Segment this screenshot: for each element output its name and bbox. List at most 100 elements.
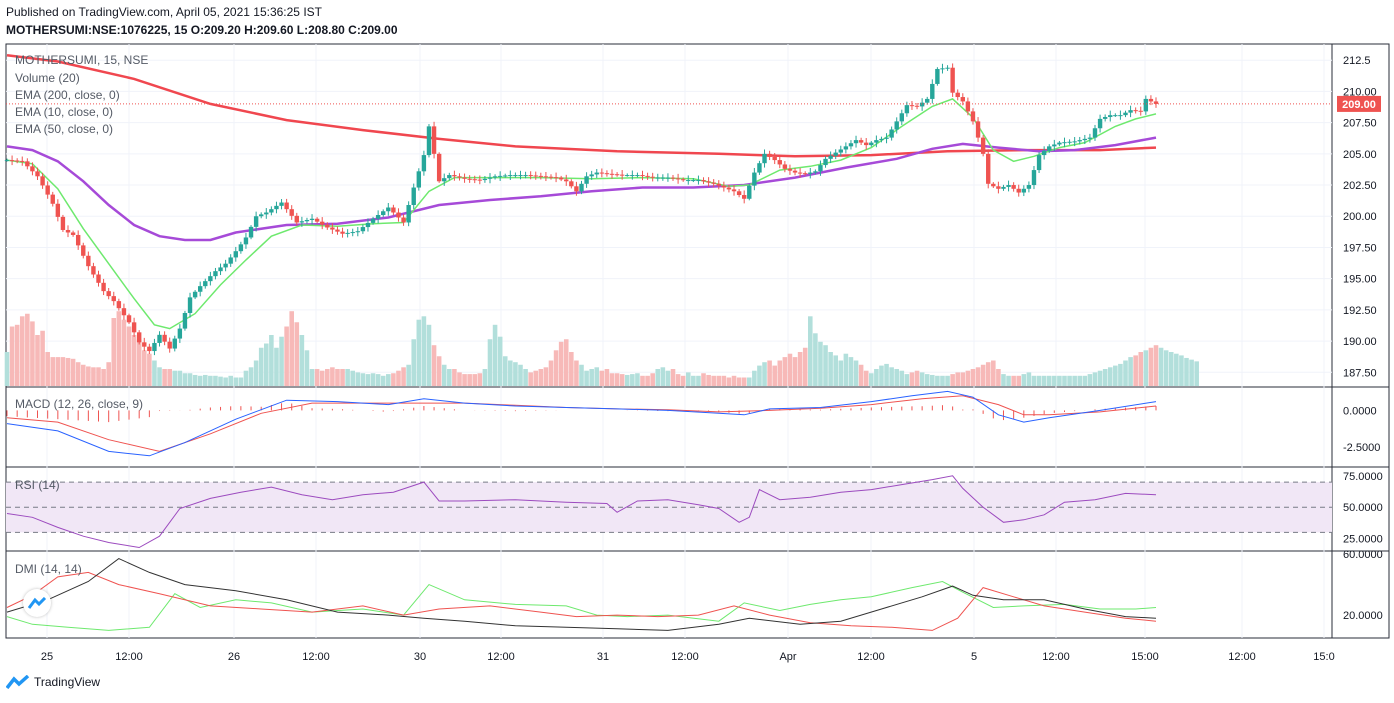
candle-body bbox=[1077, 140, 1082, 142]
volume-bar bbox=[111, 318, 117, 386]
volume-bar bbox=[1143, 350, 1149, 386]
volume-bar bbox=[777, 360, 783, 386]
dmi-tick-label: 60.0000 bbox=[1343, 549, 1383, 561]
candle-body bbox=[370, 218, 376, 223]
candle-body bbox=[81, 245, 86, 256]
volume-bar bbox=[274, 347, 279, 386]
price-tick-label: 210.00 bbox=[1343, 86, 1377, 98]
candle-body bbox=[401, 217, 406, 223]
volume-bar bbox=[1041, 375, 1047, 386]
candle-body bbox=[406, 205, 411, 223]
volume-bar bbox=[497, 336, 503, 386]
volume-bar bbox=[828, 352, 833, 386]
candle-body bbox=[874, 140, 879, 143]
candle-body bbox=[858, 140, 864, 143]
footer-brand-label: TradingView bbox=[34, 675, 101, 689]
candle-body bbox=[304, 219, 310, 222]
volume-bar bbox=[131, 335, 137, 386]
volume-bar bbox=[4, 352, 10, 386]
candle-body bbox=[594, 172, 599, 175]
volume-bar bbox=[1036, 375, 1042, 386]
candle-body bbox=[741, 195, 747, 199]
candle-body bbox=[523, 175, 528, 177]
volume-bar bbox=[731, 375, 737, 386]
candle-body bbox=[757, 163, 762, 173]
volume-bar bbox=[355, 372, 361, 386]
volume-bar bbox=[101, 369, 106, 386]
volume-bar bbox=[162, 369, 167, 386]
candle-body bbox=[223, 263, 228, 268]
candle-body bbox=[747, 185, 752, 199]
volume-bar bbox=[802, 347, 808, 386]
candle-body bbox=[574, 186, 579, 192]
candle-body bbox=[752, 172, 757, 186]
volume-bar bbox=[502, 356, 508, 386]
volume-bar bbox=[711, 375, 716, 386]
volume-bar bbox=[1067, 375, 1072, 386]
legend-ema50: EMA (50, close, 0) bbox=[15, 122, 114, 136]
candle-body bbox=[686, 180, 691, 182]
volume-bar bbox=[508, 360, 513, 386]
legend-ema200: EMA (200, close, 0) bbox=[15, 88, 120, 102]
volume-bar bbox=[792, 357, 798, 386]
candle-body bbox=[670, 177, 676, 179]
volume-bar bbox=[772, 365, 777, 386]
candle-body bbox=[589, 174, 594, 177]
candle-body bbox=[96, 274, 101, 283]
volume-bar bbox=[86, 366, 91, 386]
volume-bar bbox=[675, 374, 681, 386]
volume-bar bbox=[945, 375, 950, 386]
candle-body bbox=[853, 140, 859, 144]
candle-body bbox=[1031, 170, 1037, 186]
candle-body bbox=[991, 183, 996, 187]
footer-brand[interactable]: TradingView bbox=[6, 675, 100, 689]
candle-body bbox=[711, 182, 716, 184]
volume-bar bbox=[411, 339, 417, 386]
price-tick-label: 190.00 bbox=[1343, 336, 1377, 348]
candle-body bbox=[925, 98, 930, 103]
volume-bar bbox=[940, 375, 945, 386]
volume-bar bbox=[279, 336, 284, 386]
candle-body bbox=[777, 160, 782, 165]
volume-bar bbox=[996, 369, 1001, 386]
candle-body bbox=[391, 207, 396, 213]
candle-body bbox=[70, 232, 76, 235]
volume-bar bbox=[843, 353, 849, 386]
candle-body bbox=[1021, 188, 1027, 193]
legend-ema10: EMA (10, close, 0) bbox=[15, 105, 114, 119]
candle-body bbox=[604, 173, 610, 175]
volume-bar bbox=[1194, 361, 1199, 386]
volume-bar bbox=[233, 377, 239, 386]
volume-bar bbox=[1163, 350, 1169, 386]
candle-body bbox=[909, 105, 915, 107]
volume-bar bbox=[630, 374, 635, 386]
candle-body bbox=[1001, 186, 1006, 189]
volume-bar bbox=[604, 369, 610, 386]
tradingview-float-logo[interactable] bbox=[23, 589, 51, 617]
volume-bar bbox=[685, 372, 691, 386]
candle-body bbox=[30, 166, 35, 172]
volume-bar bbox=[30, 321, 35, 386]
volume-bar bbox=[726, 377, 732, 386]
candle-body bbox=[86, 255, 91, 267]
volume-bar bbox=[970, 369, 976, 386]
volume-bar bbox=[869, 373, 874, 386]
volume-bar bbox=[960, 372, 966, 386]
volume-bar bbox=[533, 370, 539, 386]
time-tick-label: 12:00 bbox=[1042, 651, 1070, 663]
candle-body bbox=[421, 155, 427, 172]
candle-body bbox=[365, 222, 371, 228]
candle-body bbox=[823, 158, 828, 166]
candle-body bbox=[782, 164, 788, 169]
volume-bar bbox=[452, 369, 457, 386]
volume-bar bbox=[121, 319, 127, 386]
candle-body bbox=[528, 175, 533, 177]
candle-body bbox=[1133, 110, 1138, 112]
candle-body bbox=[1128, 110, 1133, 113]
tradingview-logo-icon bbox=[6, 675, 30, 689]
candle-body bbox=[919, 102, 925, 107]
volume-bar bbox=[1158, 347, 1164, 386]
candle-body bbox=[147, 346, 152, 352]
candle-body bbox=[508, 175, 513, 177]
